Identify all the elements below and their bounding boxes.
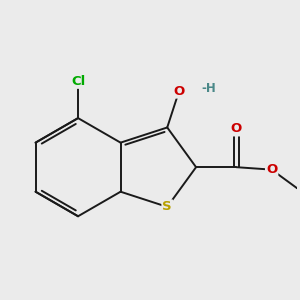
- Text: Cl: Cl: [71, 75, 85, 88]
- Text: O: O: [173, 85, 185, 98]
- Text: O: O: [231, 122, 242, 135]
- Text: S: S: [162, 200, 172, 213]
- Text: O: O: [266, 163, 277, 176]
- Text: -H: -H: [201, 82, 216, 95]
